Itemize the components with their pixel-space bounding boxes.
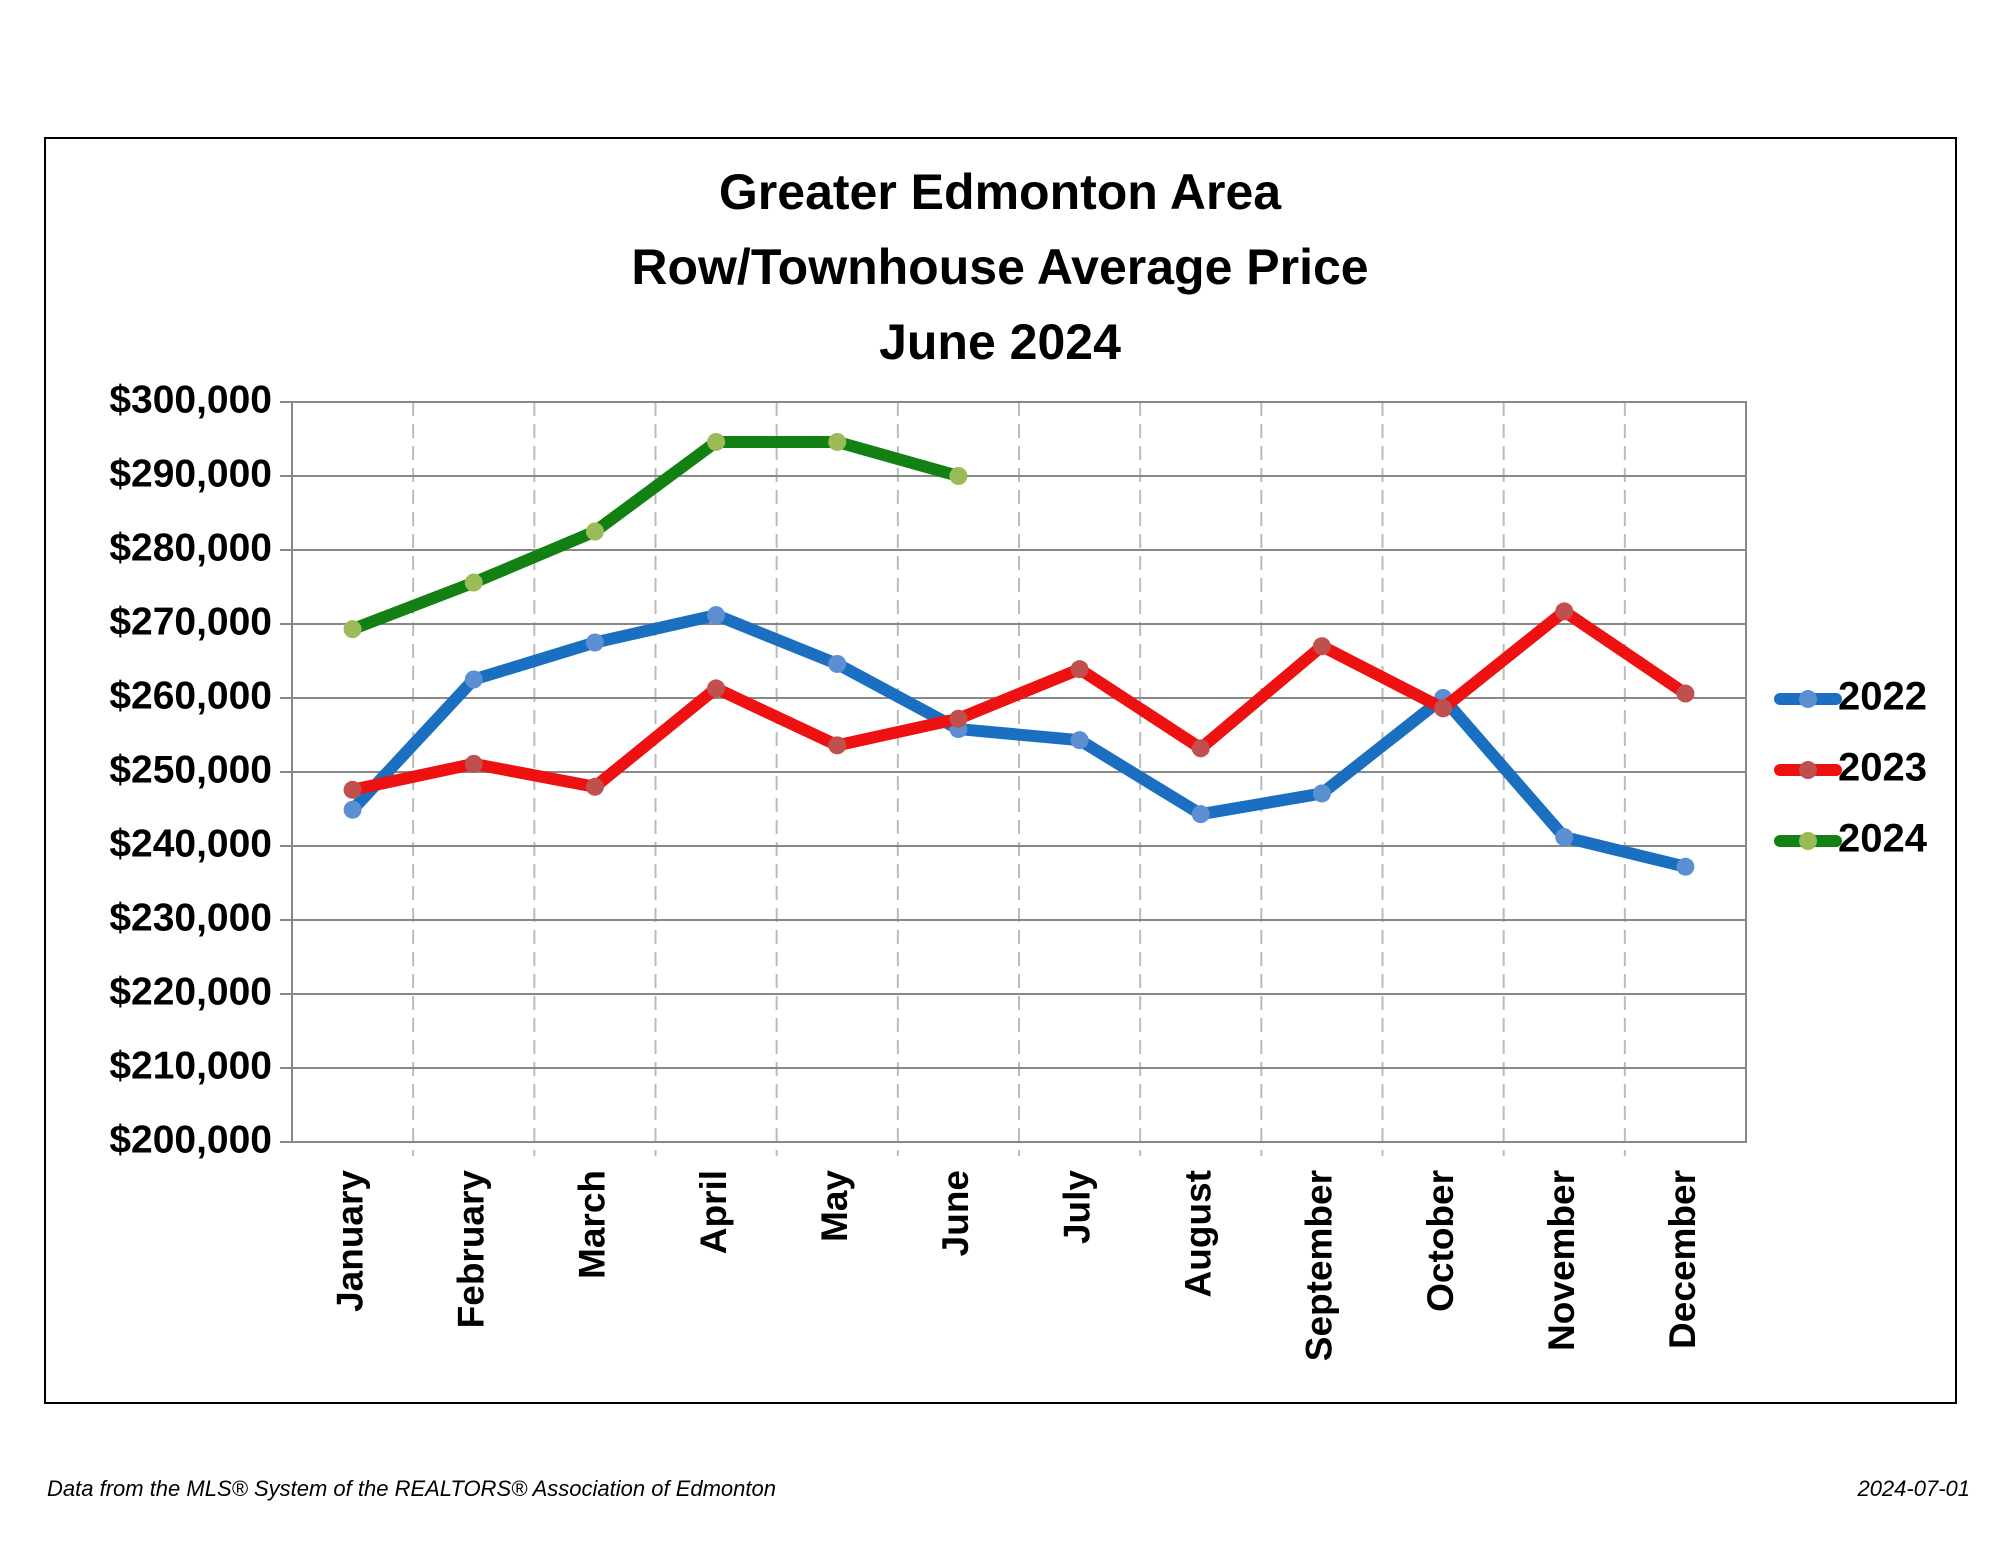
y-tick-label: $200,000 xyxy=(109,1118,272,1161)
y-tick-label: $210,000 xyxy=(109,1044,272,1087)
data-point xyxy=(1070,731,1089,750)
data-point xyxy=(1191,739,1210,758)
legend-marker xyxy=(1799,761,1817,779)
y-tick-label: $230,000 xyxy=(109,896,272,939)
x-tick-label: February xyxy=(451,1170,492,1329)
source-note: Data from the MLS® System of the REALTOR… xyxy=(47,1476,776,1501)
y-tick-label: $240,000 xyxy=(109,822,272,865)
x-tick-label: August xyxy=(1178,1170,1219,1297)
data-point xyxy=(464,754,483,773)
series-line xyxy=(348,609,1687,873)
data-point xyxy=(1555,602,1574,621)
data-point xyxy=(464,573,483,592)
y-tick-label: $270,000 xyxy=(109,600,272,643)
chart-title: Row/Townhouse Average Price xyxy=(631,239,1368,295)
y-tick-label: $280,000 xyxy=(109,526,272,569)
data-point xyxy=(585,777,604,796)
data-point xyxy=(464,670,483,689)
x-tick-label: January xyxy=(329,1170,370,1312)
x-tick-label: June xyxy=(935,1170,976,1256)
y-tick-label: $300,000 xyxy=(109,378,272,421)
data-point xyxy=(1434,699,1453,718)
chart-title: Greater Edmonton Area xyxy=(719,164,1282,220)
legend-label: 2022 xyxy=(1838,675,1927,719)
legend-marker xyxy=(1799,832,1817,850)
x-tick-label: December xyxy=(1662,1170,1703,1349)
data-point xyxy=(343,800,362,819)
data-point xyxy=(1191,805,1210,824)
data-point xyxy=(707,432,726,451)
series-line xyxy=(351,605,1689,796)
date-note: 2024-07-01 xyxy=(1856,1476,1970,1501)
y-tick-label: $220,000 xyxy=(109,970,272,1013)
x-tick-label: July xyxy=(1056,1170,1097,1244)
data-point xyxy=(707,606,726,625)
data-point xyxy=(585,522,604,541)
y-tick-label: $260,000 xyxy=(109,674,272,717)
legend-marker xyxy=(1799,690,1817,708)
x-tick-label: April xyxy=(693,1170,734,1254)
data-point xyxy=(707,679,726,698)
data-point xyxy=(585,633,604,652)
data-point xyxy=(949,467,968,485)
x-tick-label: November xyxy=(1541,1170,1582,1351)
data-point xyxy=(1312,637,1331,656)
data-point xyxy=(828,432,847,451)
legend-label: 2024 xyxy=(1838,817,1928,861)
x-tick-label: September xyxy=(1299,1170,1340,1361)
data-point xyxy=(828,736,847,755)
data-point xyxy=(828,654,847,673)
x-tick-label: March xyxy=(572,1170,613,1279)
data-point xyxy=(1676,684,1695,703)
data-point xyxy=(1312,784,1331,803)
chart-title: June 2024 xyxy=(879,314,1121,370)
data-point xyxy=(1070,660,1089,679)
plot-border xyxy=(291,401,1747,1143)
y-tick-label: $250,000 xyxy=(109,748,272,791)
series-line xyxy=(350,435,961,635)
data-point xyxy=(1555,828,1574,847)
data-point xyxy=(343,620,362,639)
legend-label: 2023 xyxy=(1838,746,1927,790)
data-point xyxy=(343,780,362,799)
x-tick-label: May xyxy=(814,1170,855,1242)
data-point xyxy=(1676,857,1695,876)
y-tick-label: $290,000 xyxy=(109,452,272,495)
x-tick-label: October xyxy=(1420,1170,1461,1312)
data-point xyxy=(949,709,968,728)
